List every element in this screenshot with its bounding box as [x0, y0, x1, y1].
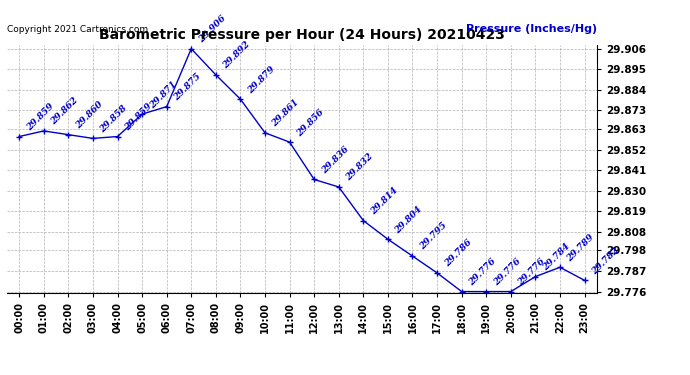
- Text: 29.776: 29.776: [492, 257, 522, 287]
- Text: 29.782: 29.782: [590, 246, 621, 276]
- Text: 29.906: 29.906: [197, 14, 228, 45]
- Text: 29.859: 29.859: [123, 102, 154, 132]
- Text: 29.871: 29.871: [148, 79, 178, 110]
- Text: 29.789: 29.789: [566, 232, 596, 263]
- Text: 29.786: 29.786: [442, 238, 473, 269]
- Text: 29.875: 29.875: [172, 72, 203, 102]
- Text: 29.776: 29.776: [467, 257, 498, 287]
- Text: 29.856: 29.856: [295, 107, 326, 138]
- Text: 29.860: 29.860: [74, 100, 105, 130]
- Text: 29.814: 29.814: [369, 186, 400, 216]
- Text: 29.892: 29.892: [221, 40, 252, 71]
- Text: 29.832: 29.832: [344, 152, 375, 183]
- Text: 29.859: 29.859: [25, 102, 55, 132]
- Text: 29.861: 29.861: [270, 98, 302, 129]
- Text: 29.776: 29.776: [516, 257, 547, 287]
- Text: Copyright 2021 Cartronics.com: Copyright 2021 Cartronics.com: [7, 25, 148, 34]
- Text: 29.784: 29.784: [541, 242, 571, 273]
- Text: 29.858: 29.858: [99, 104, 129, 134]
- Text: 29.804: 29.804: [393, 204, 424, 235]
- Text: 29.862: 29.862: [49, 96, 80, 127]
- Text: 29.836: 29.836: [319, 145, 351, 176]
- Text: 29.795: 29.795: [418, 221, 448, 252]
- Text: Pressure (Inches/Hg): Pressure (Inches/Hg): [466, 24, 597, 34]
- Title: Barometric Pressure per Hour (24 Hours) 20210423: Barometric Pressure per Hour (24 Hours) …: [99, 28, 505, 42]
- Text: 29.879: 29.879: [246, 64, 277, 95]
